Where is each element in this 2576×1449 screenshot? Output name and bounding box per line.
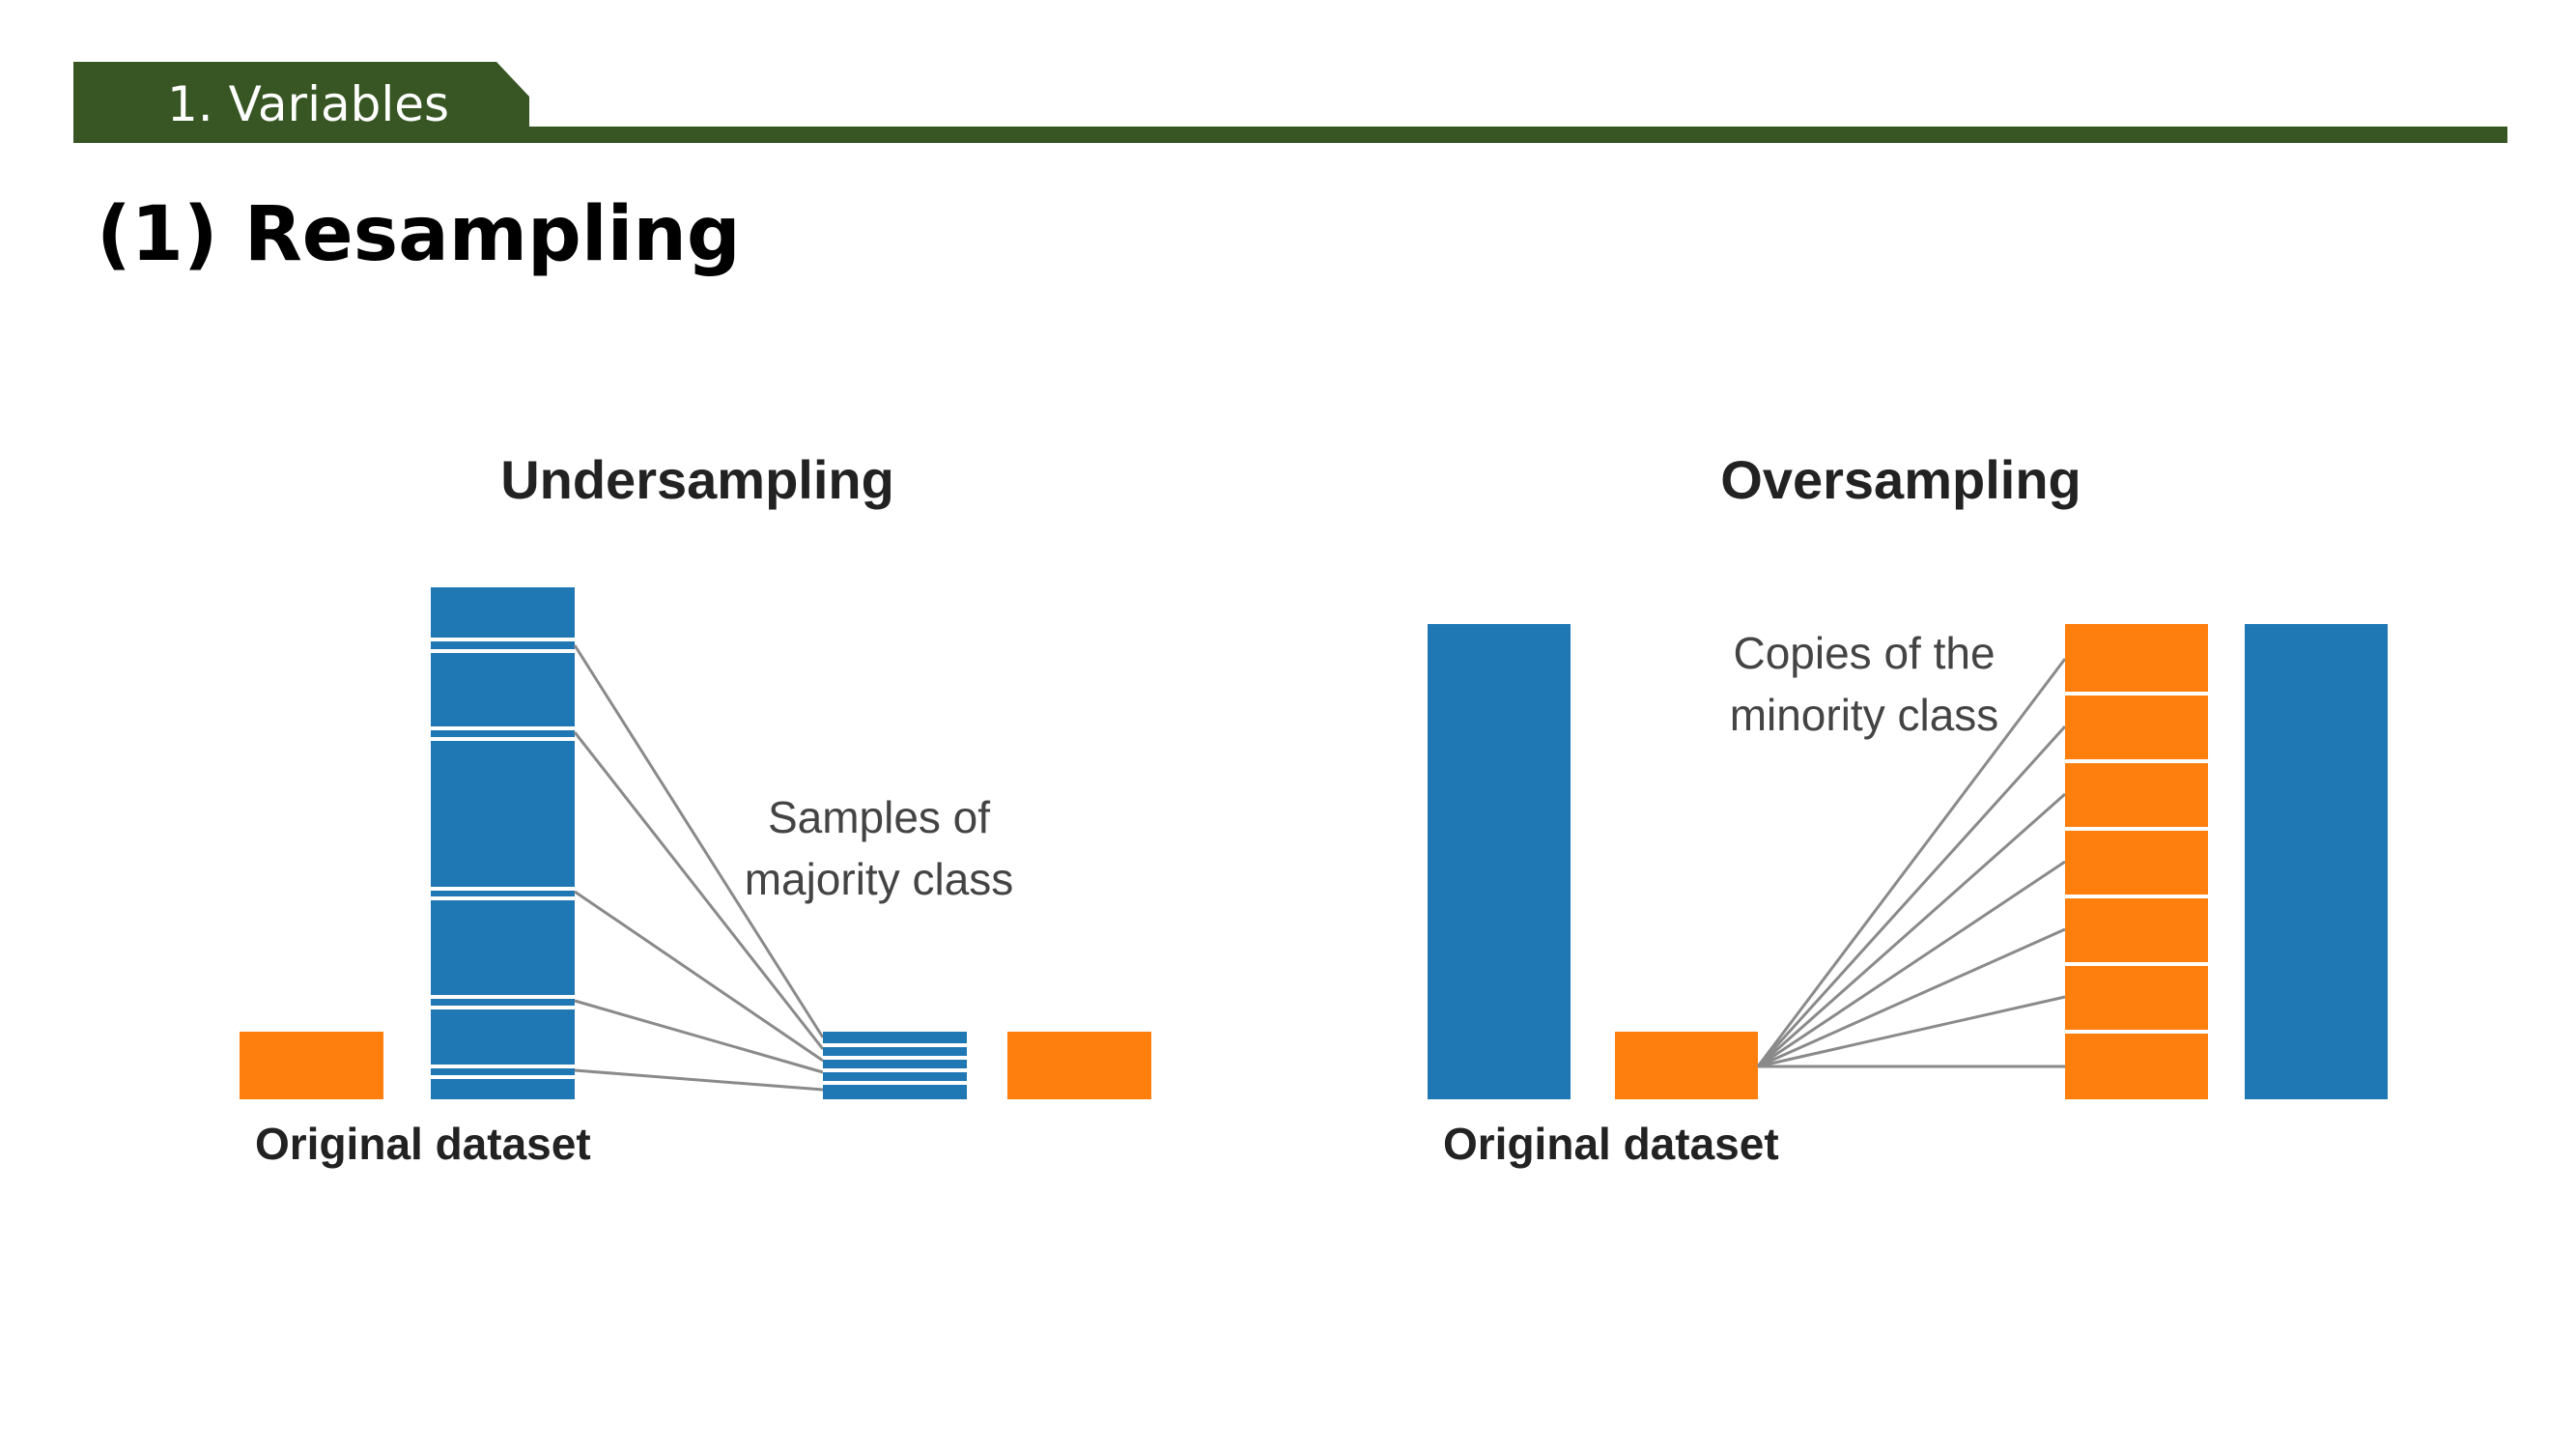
majority-sample-stripes [431, 638, 575, 1079]
resampled-majority-stripes [823, 1043, 967, 1085]
undersampling-dataset-label: Original dataset [255, 1119, 591, 1169]
section-header: 1. Variables [73, 62, 2507, 143]
undersampling-annotation-line1: Samples of [768, 792, 990, 842]
original-minority-bar [1615, 1032, 1758, 1099]
section-label: 1. Variables [167, 76, 449, 132]
oversampling-annotation-line1: Copies of the [1733, 628, 1995, 678]
undersampling-title: Undersampling [500, 449, 894, 510]
resampled-minority-bar [1007, 1032, 1151, 1099]
oversampling-connectors [1756, 658, 2067, 1068]
undersampling-connectors [573, 644, 825, 1092]
resampled-majority-bar [2245, 624, 2388, 1099]
oversampling-panel: Oversampling Copies of the min [1428, 449, 2388, 1169]
oversampling-dataset-label: Original dataset [1443, 1119, 1779, 1169]
section-tab-shape [73, 62, 529, 143]
undersampling-annotation-line2: majority class [745, 854, 1014, 904]
undersampling-panel: Undersampling [240, 449, 1151, 1169]
resampled-majority-bar [823, 1032, 967, 1099]
original-majority-bar [431, 587, 575, 1099]
oversampled-minority-dividers [2065, 692, 2208, 1034]
original-minority-bar [240, 1032, 383, 1099]
oversampled-minority-bar [2065, 624, 2208, 1099]
oversampling-title: Oversampling [1720, 449, 2081, 510]
page-title: (1) Resampling [97, 191, 741, 278]
oversampling-annotation-line2: minority class [1730, 690, 1999, 740]
header-rule [73, 127, 2507, 143]
original-majority-bar [1428, 624, 1571, 1099]
